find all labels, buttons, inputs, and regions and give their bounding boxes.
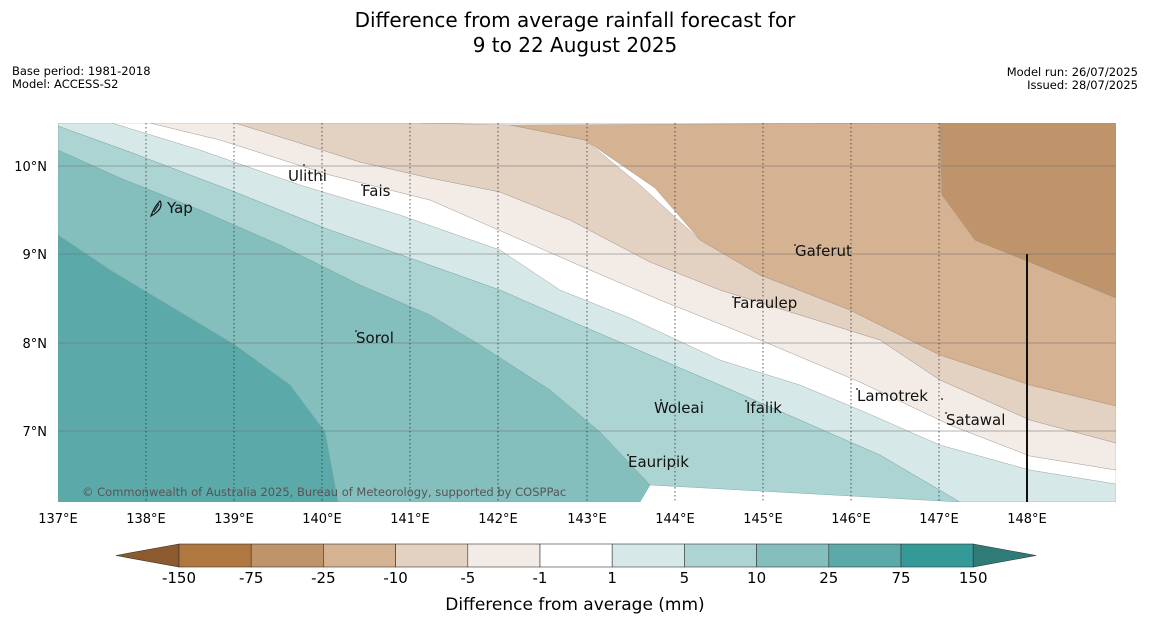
gridlines bbox=[58, 123, 1116, 502]
chart-title: Difference from average rainfall forecas… bbox=[0, 8, 1150, 58]
colorbar-swatch bbox=[467, 543, 541, 568]
colorbar-tick-label: 150 bbox=[959, 569, 988, 587]
lon-label: 140°E bbox=[302, 512, 342, 527]
colorbar-swatch bbox=[611, 543, 685, 568]
colorbar-label: Difference from average (mm) bbox=[445, 595, 704, 615]
place-label-yap: Yap bbox=[166, 199, 193, 217]
lon-label: 144°E bbox=[655, 512, 695, 527]
place-label-woleai: Woleai bbox=[654, 399, 704, 417]
lon-label: 148°E bbox=[1007, 512, 1047, 527]
lat-label: 8°N bbox=[23, 337, 48, 352]
lon-label: 146°E bbox=[831, 512, 871, 527]
place-label-sorol: Sorol bbox=[356, 329, 394, 347]
colorbar-extend-high bbox=[972, 543, 1037, 568]
colorbar-ticks: -150 -75 -25 -10 -5 -1 1 5 10 25 75 150 bbox=[162, 569, 988, 587]
colorbar-swatch bbox=[756, 543, 830, 568]
colorbar-tick-label: -1 bbox=[533, 569, 548, 587]
colorbar-swatch bbox=[539, 543, 613, 568]
lon-label: 138°E bbox=[126, 512, 166, 527]
lon-label: 142°E bbox=[478, 512, 518, 527]
colorbar-swatch bbox=[323, 543, 396, 568]
place-label-satawal: Satawal bbox=[946, 411, 1005, 429]
lat-label: 7°N bbox=[23, 425, 48, 440]
colorbar-tick-label: -10 bbox=[383, 569, 408, 587]
place-label-fais: Fais bbox=[362, 182, 391, 200]
place-label-ifalik: Ifalik bbox=[746, 399, 782, 417]
title-line-1: Difference from average rainfall forecas… bbox=[354, 8, 796, 32]
place-label-eauripik: Eauripik bbox=[628, 453, 689, 471]
issued-date: Issued: 28/07/2025 bbox=[1027, 78, 1138, 92]
colorbar-swatch bbox=[828, 543, 902, 568]
colorbar-tick-label: 10 bbox=[747, 569, 766, 587]
model-run: Model run: 26/07/2025 bbox=[1006, 65, 1138, 79]
colorbar-tick-label: -75 bbox=[239, 569, 264, 587]
lon-label: 141°E bbox=[390, 512, 430, 527]
longitude-labels: 137°E 138°E 139°E 140°E 141°E 142°E 143°… bbox=[38, 512, 1047, 527]
lon-label: 139°E bbox=[214, 512, 254, 527]
colorbar-tick-label: -150 bbox=[162, 569, 196, 587]
run-info: Model run: 26/07/2025 Issued: 28/07/2025 bbox=[1007, 66, 1138, 92]
place-label-lamotrek: Lamotrek bbox=[857, 387, 928, 405]
lon-label: 147°E bbox=[919, 512, 959, 527]
lat-label: 10°N bbox=[14, 160, 47, 175]
colorbar-tick-label: -25 bbox=[311, 569, 336, 587]
colorbar-extend-low bbox=[115, 543, 180, 568]
island-markers bbox=[303, 164, 947, 456]
base-period: Base period: 1981-2018 bbox=[12, 64, 151, 78]
colorbar-tick-label: 75 bbox=[891, 569, 910, 587]
copyright-notice: © Commonwealth of Australia 2025, Bureau… bbox=[82, 485, 566, 499]
colorbar-swatch bbox=[250, 543, 324, 568]
model-info: Base period: 1981-2018 Model: ACCESS-S2 bbox=[12, 65, 151, 91]
title-line-2: 9 to 22 August 2025 bbox=[472, 33, 678, 57]
yap-island-icon bbox=[149, 200, 162, 218]
colorbar-swatch bbox=[178, 543, 252, 568]
lon-label: 145°E bbox=[743, 512, 783, 527]
latitude-labels: 10°N 9°N 8°N 7°N bbox=[14, 160, 47, 440]
colorbar-swatch bbox=[395, 543, 469, 568]
lon-label: 137°E bbox=[38, 512, 78, 527]
lat-label: 9°N bbox=[23, 248, 48, 263]
place-labels: Yap Ulithi Fais Gaferut Faraulep Sorol L… bbox=[166, 167, 1005, 471]
colorbar-tick-label: 25 bbox=[819, 569, 838, 587]
colorbar-swatch bbox=[900, 543, 974, 568]
lon-label: 143°E bbox=[567, 512, 607, 527]
colorbar-tick-label: 5 bbox=[680, 569, 690, 587]
place-label-ulithi: Ulithi bbox=[288, 167, 327, 185]
colorbar-boxes bbox=[115, 543, 1037, 568]
colorbar-swatch bbox=[684, 543, 757, 568]
place-label-faraulep: Faraulep bbox=[733, 294, 797, 312]
place-label-gaferut: Gaferut bbox=[795, 242, 852, 260]
colorbar-tick-label: -5 bbox=[460, 569, 475, 587]
model-name: Model: ACCESS-S2 bbox=[12, 77, 119, 91]
colorbar-tick-label: 1 bbox=[607, 569, 617, 587]
